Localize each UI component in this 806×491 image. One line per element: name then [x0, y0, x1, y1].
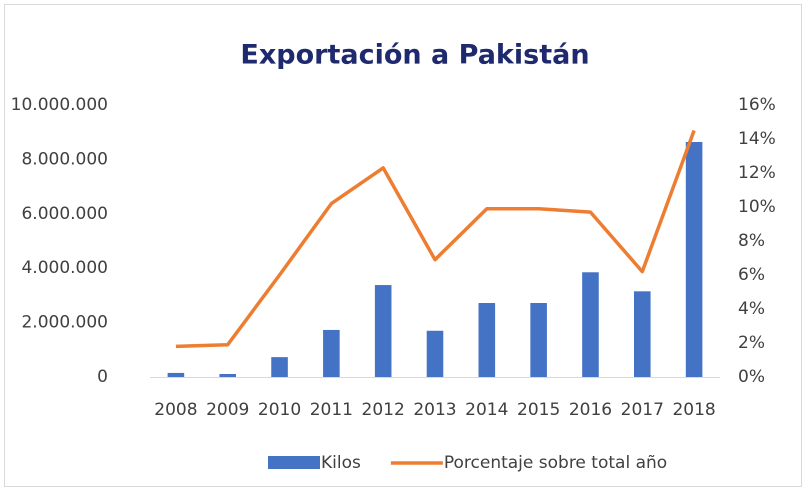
x-tick-label: 2012 — [362, 400, 405, 420]
y2-tick-label: 2% — [738, 333, 765, 353]
x-tick-label: 2015 — [517, 400, 560, 420]
x-tick-label: 2013 — [413, 400, 456, 420]
x-tick-label: 2009 — [206, 400, 249, 420]
y-tick-label: 10.000.000 — [11, 95, 108, 115]
chart-title: Exportación a Pakistán — [240, 40, 589, 71]
bar — [219, 374, 237, 377]
bar — [323, 329, 340, 377]
y2-tick-label: 16% — [738, 95, 776, 115]
legend-swatch — [268, 456, 320, 469]
chart-border — [4, 4, 802, 487]
line — [175, 129, 696, 349]
y-tick-label: 8.000.000 — [21, 149, 108, 169]
bar — [167, 372, 185, 377]
bar — [478, 303, 496, 377]
x-tick-label: 2014 — [465, 400, 508, 420]
bar — [271, 357, 288, 377]
bar — [426, 330, 444, 377]
y2-tick-label: 14% — [738, 129, 776, 149]
y2-tick-label: 6% — [738, 265, 765, 285]
y2-tick-label: 12% — [738, 163, 776, 183]
bar — [633, 291, 651, 377]
legend-label: Porcentaje sobre total año — [444, 453, 667, 473]
bar — [582, 272, 599, 377]
x-tick-label: 2011 — [310, 400, 353, 420]
y2-tick-label: 10% — [738, 197, 776, 217]
y2-tick-label: 4% — [738, 299, 765, 319]
x-tick-label: 2018 — [672, 400, 715, 420]
y-tick-label: 6.000.000 — [21, 204, 108, 224]
x-tick-label: 2010 — [258, 400, 301, 420]
y2-tick-label: 8% — [738, 231, 765, 251]
y2-tick-label: 0% — [738, 367, 765, 387]
bar — [374, 285, 392, 377]
x-tick-label: 2016 — [569, 400, 612, 420]
x-tick-label: 2008 — [154, 400, 197, 420]
bar — [530, 303, 547, 377]
x-tick-label: 2017 — [621, 400, 664, 420]
bar — [685, 141, 703, 377]
y-tick-label: 4.000.000 — [21, 258, 108, 278]
y-tick-label: 0 — [97, 367, 108, 387]
legend-label: Kilos — [321, 453, 361, 473]
y-tick-label: 2.000.000 — [21, 313, 108, 333]
